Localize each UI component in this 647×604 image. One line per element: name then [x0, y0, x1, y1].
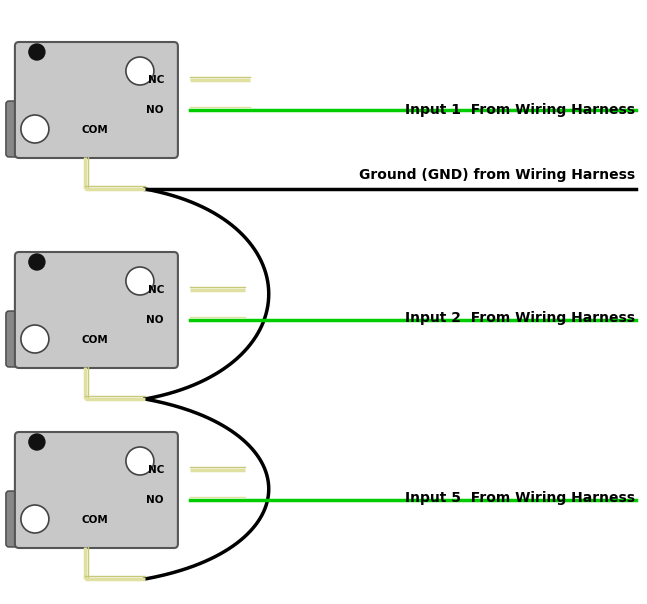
Circle shape [29, 44, 45, 60]
FancyBboxPatch shape [15, 432, 178, 548]
Text: Input 5  From Wiring Harness: Input 5 From Wiring Harness [405, 491, 635, 505]
FancyBboxPatch shape [15, 252, 178, 368]
Circle shape [29, 254, 45, 270]
FancyBboxPatch shape [15, 42, 178, 158]
Text: NO: NO [146, 105, 164, 115]
FancyBboxPatch shape [6, 311, 64, 367]
FancyBboxPatch shape [6, 101, 64, 157]
Circle shape [21, 325, 49, 353]
Circle shape [126, 447, 154, 475]
FancyBboxPatch shape [6, 491, 64, 547]
Text: Input 2  From Wiring Harness: Input 2 From Wiring Harness [405, 311, 635, 325]
Circle shape [126, 57, 154, 85]
Text: Ground (GND) from Wiring Harness: Ground (GND) from Wiring Harness [359, 168, 635, 182]
FancyBboxPatch shape [111, 433, 169, 489]
Circle shape [29, 434, 45, 450]
Text: NO: NO [146, 495, 164, 505]
Text: NC: NC [148, 285, 164, 295]
Text: COM: COM [82, 335, 109, 345]
FancyBboxPatch shape [111, 43, 169, 99]
Text: COM: COM [82, 125, 109, 135]
Text: NO: NO [146, 315, 164, 325]
Circle shape [21, 115, 49, 143]
Text: NC: NC [148, 75, 164, 85]
Circle shape [21, 505, 49, 533]
Text: NC: NC [148, 465, 164, 475]
Circle shape [126, 267, 154, 295]
Text: COM: COM [82, 515, 109, 525]
FancyBboxPatch shape [111, 253, 169, 309]
Text: Input 1  From Wiring Harness: Input 1 From Wiring Harness [405, 103, 635, 117]
